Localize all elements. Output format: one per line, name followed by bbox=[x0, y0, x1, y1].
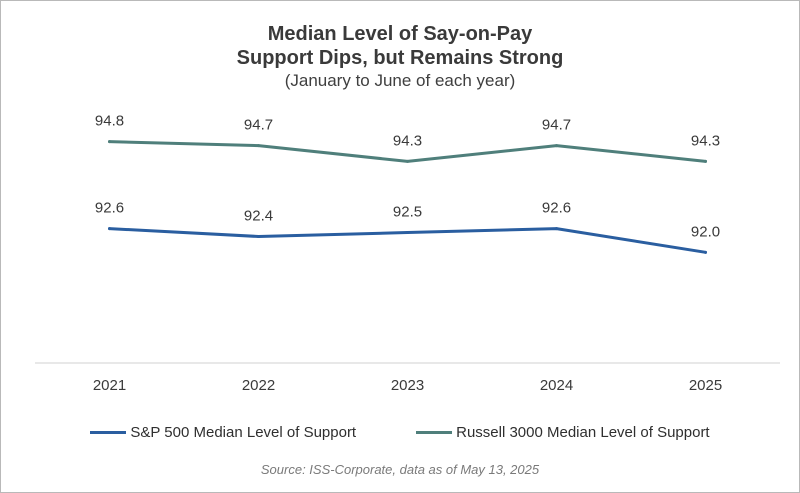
chart-legend: S&P 500 Median Level of Support Russell … bbox=[0, 424, 800, 441]
data-point-sp500-2022 bbox=[257, 235, 260, 238]
legend-item-russell3000: Russell 3000 Median Level of Support bbox=[416, 424, 710, 441]
data-label-sp500-2025: 92.0 bbox=[691, 223, 720, 240]
data-point-sp500-2024 bbox=[555, 227, 558, 231]
x-tick-label-2024: 2024 bbox=[540, 377, 573, 394]
data-label-russell3000-2021: 94.8 bbox=[95, 113, 124, 130]
data-label-russell3000-2025: 94.3 bbox=[691, 132, 720, 149]
x-tick-label-2023: 2023 bbox=[391, 377, 424, 394]
data-label-russell3000-2024: 94.7 bbox=[542, 117, 571, 134]
data-point-sp500-2025 bbox=[704, 250, 707, 254]
data-point-russell3000-2024 bbox=[555, 144, 558, 148]
data-label-sp500-2023: 92.5 bbox=[393, 204, 422, 221]
legend-label-russell3000: Russell 3000 Median Level of Support bbox=[456, 424, 710, 441]
data-label-russell3000-2023: 94.3 bbox=[393, 132, 422, 149]
chart-title-line-1: Median Level of Say-on-Pay bbox=[267, 23, 533, 45]
legend-item-sp500: S&P 500 Median Level of Support bbox=[90, 424, 356, 441]
data-label-russell3000-2022: 94.7 bbox=[244, 117, 273, 134]
data-point-russell3000-2021 bbox=[108, 140, 111, 144]
chart-subtitle: (January to June of each year) bbox=[284, 71, 516, 90]
chart-title-block: Median Level of Say-on-Pay Support Dips,… bbox=[0, 22, 800, 92]
data-point-sp500-2021 bbox=[108, 227, 111, 231]
data-label-sp500-2022: 92.4 bbox=[244, 208, 273, 225]
data-point-russell3000-2023 bbox=[406, 159, 409, 163]
data-point-sp500-2023 bbox=[406, 231, 409, 235]
legend-swatch-sp500 bbox=[90, 431, 127, 434]
data-point-russell3000-2025 bbox=[704, 159, 707, 163]
legend-swatch-russell3000 bbox=[416, 431, 453, 434]
x-tick-label-2021: 2021 bbox=[93, 377, 126, 394]
x-tick-label-2025: 2025 bbox=[689, 377, 722, 394]
chart-title-line-2: Support Dips, but Remains Strong bbox=[236, 47, 564, 69]
x-tick-label-2022: 2022 bbox=[242, 377, 275, 394]
data-label-sp500-2021: 92.6 bbox=[95, 200, 124, 217]
data-point-russell3000-2022 bbox=[257, 144, 260, 148]
legend-label-sp500: S&P 500 Median Level of Support bbox=[130, 424, 357, 441]
chart-source-note: Source: ISS-Corporate, data as of May 13… bbox=[260, 462, 540, 477]
data-label-sp500-2024: 92.6 bbox=[542, 200, 571, 217]
